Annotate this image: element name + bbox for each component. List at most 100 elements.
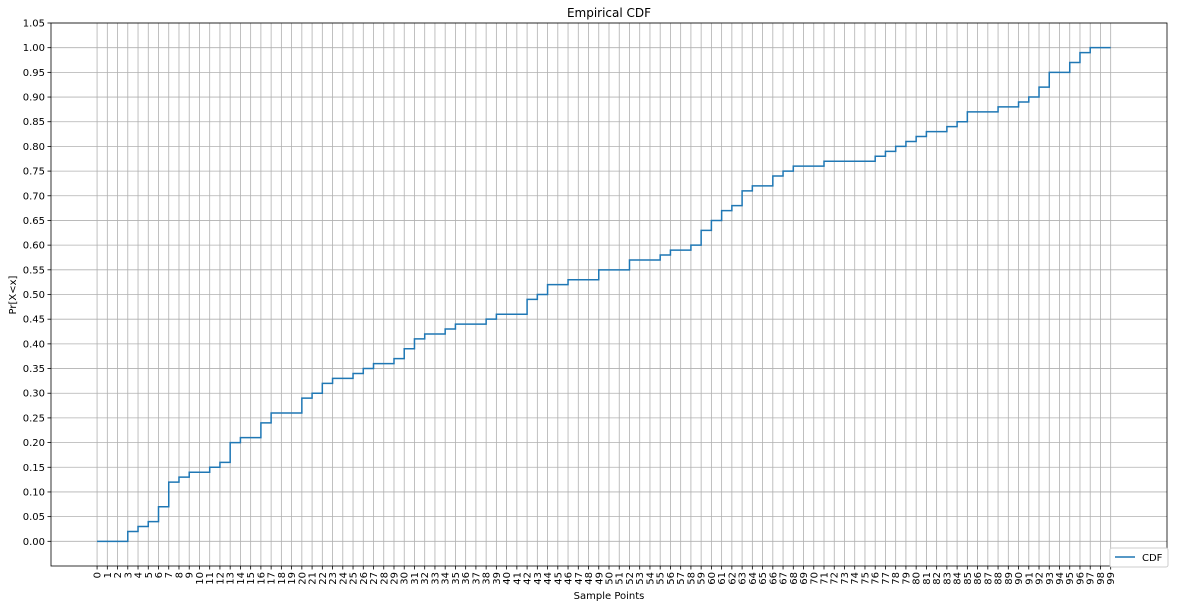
grid (51, 22, 1167, 566)
x-tick-label: 47 (574, 572, 585, 585)
x-tick-label: 64 (748, 572, 759, 585)
y-tick-label: 0.65 (23, 216, 45, 227)
x-tick-label: 73 (840, 572, 851, 585)
x-tick-label: 33 (430, 572, 441, 585)
y-tick-label: 1.00 (23, 43, 45, 54)
x-tick-label: 67 (779, 572, 790, 585)
cdf-step-line (97, 46, 1111, 543)
x-tick-label: 97 (1086, 572, 1097, 585)
x-tick-label: 85 (963, 572, 974, 585)
x-tick-label: 45 (553, 572, 564, 585)
y-tick-label: 0.75 (23, 167, 45, 178)
x-tick-label: 82 (932, 572, 943, 585)
y-tick-label: 0.20 (23, 438, 45, 449)
x-tick-label: 65 (758, 572, 769, 585)
x-tick-label: 66 (768, 572, 779, 585)
x-tick-label: 14 (236, 572, 247, 585)
x-tick-label: 30 (400, 572, 411, 585)
x-tick-label: 32 (420, 572, 431, 585)
x-tick-label: 81 (922, 572, 933, 585)
y-tick-label: 0.00 (23, 537, 45, 548)
y-tick-label: 0.50 (23, 290, 45, 301)
x-tick-label: 55 (656, 572, 667, 585)
x-tick-label: 57 (676, 572, 687, 585)
x-tick-label: 72 (830, 572, 841, 585)
x-tick-label: 38 (482, 572, 493, 585)
x-tick-label: 94 (1055, 572, 1066, 585)
x-tick-label: 36 (461, 572, 472, 585)
x-tick-label: 10 (195, 572, 206, 585)
x-tick-label: 46 (564, 572, 575, 585)
x-tick-label: 2 (113, 572, 124, 578)
x-tick-label: 27 (369, 572, 380, 585)
x-tick-label: 91 (1024, 572, 1035, 585)
y-tick-label: 0.25 (23, 413, 45, 424)
x-tick-label: 35 (451, 572, 462, 585)
x-tick-label: 25 (349, 572, 360, 585)
y-tick-label: 0.40 (23, 339, 45, 350)
x-axis-title: Sample Points (574, 591, 645, 602)
y-tick-label: 0.35 (23, 364, 45, 375)
y-tick-label: 1.05 (23, 19, 45, 30)
x-tick-label: 89 (1004, 572, 1015, 585)
x-tick-label: 96 (1075, 572, 1086, 585)
x-tick-label: 26 (359, 572, 370, 585)
x-tick-label: 6 (154, 572, 165, 578)
x-tick-label: 60 (707, 572, 718, 585)
x-tick-label: 61 (717, 572, 728, 585)
x-tick-label: 24 (338, 572, 349, 585)
x-tick-label: 12 (215, 572, 226, 585)
x-tick-label: 42 (523, 572, 534, 585)
y-tick-label: 0.90 (23, 93, 45, 104)
x-tick-label: 19 (287, 572, 298, 585)
x-tick-label: 49 (594, 572, 605, 585)
x-tick-label: 31 (410, 572, 421, 585)
x-tick-label: 84 (953, 572, 964, 585)
x-tick-label: 58 (686, 572, 697, 585)
x-tick-label: 15 (246, 572, 257, 585)
x-tick-label: 99 (1106, 572, 1117, 585)
x-tick-label: 70 (809, 572, 820, 585)
x-tick-label: 34 (441, 572, 452, 585)
x-tick-label: 88 (994, 572, 1005, 585)
x-tick-label: 9 (185, 572, 196, 578)
x-tick-label: 11 (205, 572, 216, 585)
x-tick-label: 48 (584, 572, 595, 585)
y-tick-label: 0.55 (23, 265, 45, 276)
x-tick-label: 78 (891, 572, 902, 585)
y-tick-label: 0.80 (23, 142, 45, 153)
x-tick-label: 21 (308, 572, 319, 585)
legend: CDF (1109, 547, 1169, 568)
x-tick-label: 39 (492, 572, 503, 585)
y-tick-label: 0.10 (23, 487, 45, 498)
x-tick-label: 92 (1035, 572, 1046, 585)
x-tick-label: 83 (942, 572, 953, 585)
x-tick-label: 7 (164, 572, 175, 578)
x-axis: 0 1 2 3 4 5 6 7 8 9 10 11 12 13 14 15 16 17 18 19 20 21 22 23 24… (93, 566, 1117, 585)
x-tick-label: 71 (820, 572, 831, 585)
x-tick-label: 75 (860, 572, 871, 585)
x-tick-label: 76 (871, 572, 882, 585)
x-tick-label: 0 (93, 572, 104, 578)
x-tick-label: 52 (625, 572, 636, 585)
y-axis: 0.00 0.05 0.10 0.15 0.20 0.25 0.30 0.35 0.40 0.45… (23, 19, 51, 548)
x-tick-label: 87 (983, 572, 994, 585)
y-axis-title: Pr[X<x] (8, 275, 19, 314)
y-tick-label: 0.15 (23, 463, 45, 474)
x-tick-label: 80 (912, 572, 923, 585)
x-tick-label: 74 (850, 572, 861, 585)
x-tick-label: 68 (789, 572, 800, 585)
chart-title: Empirical CDF (567, 6, 651, 20)
x-tick-label: 23 (328, 572, 339, 585)
x-tick-label: 29 (389, 572, 400, 585)
x-tick-label: 16 (256, 572, 267, 585)
x-tick-label: 90 (1014, 572, 1025, 585)
x-tick-label: 28 (379, 572, 390, 585)
x-tick-label: 17 (267, 572, 278, 585)
legend-label-cdf: CDF (1142, 553, 1163, 564)
y-tick-label: 0.45 (23, 315, 45, 326)
x-tick-label: 79 (901, 572, 912, 585)
x-tick-label: 86 (973, 572, 984, 585)
x-tick-label: 43 (533, 572, 544, 585)
